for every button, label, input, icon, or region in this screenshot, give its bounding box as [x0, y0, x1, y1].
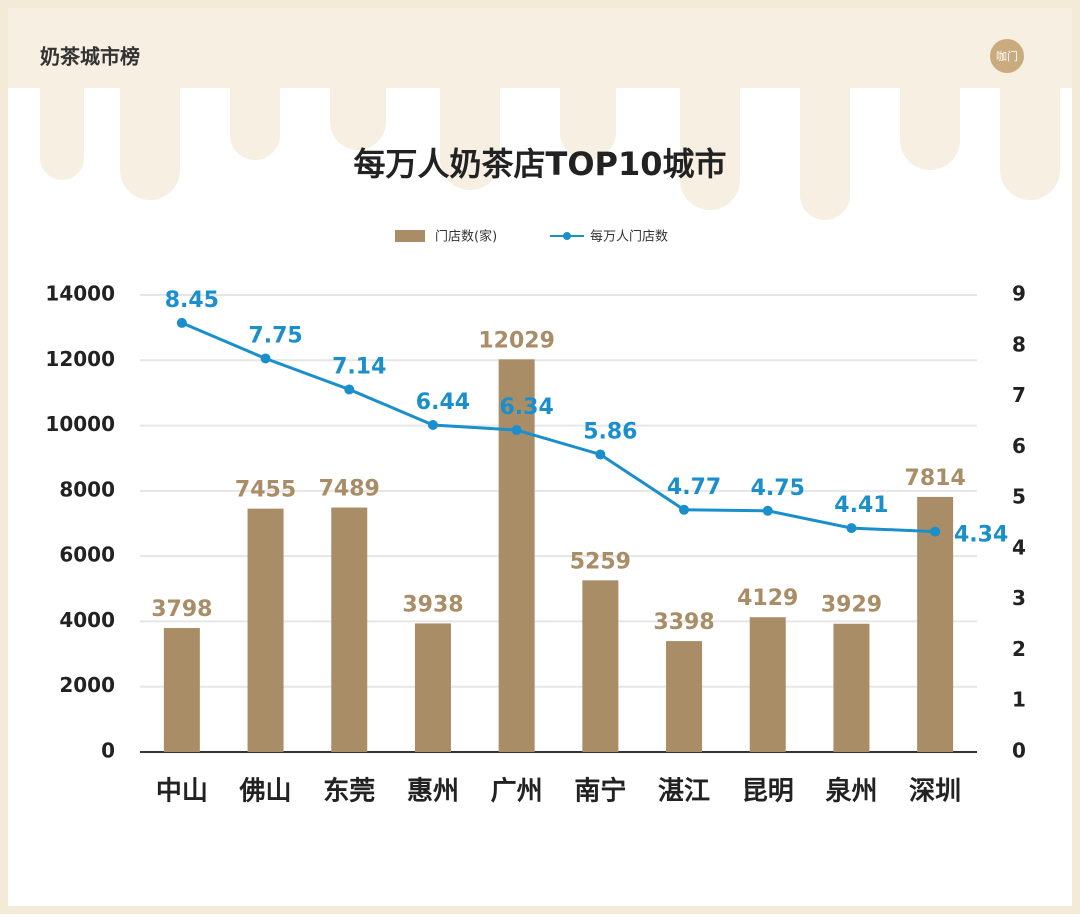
line-value-label: 6.44: [416, 390, 470, 415]
y2-tick-label: 3: [1012, 586, 1026, 610]
line-point: [846, 523, 857, 534]
bar-value-label: 7814: [905, 466, 966, 491]
y-tick-label: 0: [101, 739, 115, 763]
y2-tick-label: 2: [1012, 637, 1026, 661]
line-value-label: 7.14: [332, 354, 386, 379]
bar-value-label: 3929: [821, 593, 882, 618]
line-value-label: 4.77: [667, 475, 721, 500]
line-value-label: 8.45: [165, 288, 219, 313]
bar-value-label: 7489: [319, 477, 380, 502]
legend-swatch: [395, 230, 425, 242]
y2-tick-label: 7: [1012, 383, 1026, 407]
line-point: [176, 317, 187, 328]
x-tick-label: 泉州: [825, 776, 877, 807]
line-point: [595, 449, 606, 460]
bar-value-label: 5259: [570, 549, 631, 574]
y2-tick-label: 1: [1012, 688, 1026, 712]
bar-value-label: 3798: [151, 597, 212, 622]
bar: [833, 623, 870, 752]
y2-tick-label: 8: [1012, 332, 1026, 356]
panel: [8, 8, 1072, 906]
x-tick-label: 广州: [491, 777, 543, 807]
legend-label: 每万人门店数: [590, 229, 668, 245]
y2-tick-label: 6: [1012, 434, 1026, 458]
bar: [749, 617, 786, 752]
line-point: [427, 419, 438, 430]
line-point: [511, 425, 522, 436]
x-tick-label: 湛江: [658, 777, 710, 807]
x-tick-label: 东莞: [323, 776, 375, 807]
header-title: 奶茶城市榜: [40, 45, 140, 69]
x-tick-label: 深圳: [909, 777, 961, 807]
y-tick-label: 10000: [45, 412, 115, 436]
y2-tick-label: 4: [1012, 535, 1026, 559]
bar: [917, 496, 954, 752]
bar-value-label: 7455: [235, 478, 296, 503]
line: [181, 321, 936, 534]
bar: [498, 359, 535, 752]
bar-value-label: 3398: [653, 610, 714, 635]
line-value-label: 4.34: [954, 523, 1008, 548]
line-point: [260, 353, 271, 364]
bar: [414, 623, 451, 752]
line-point: [344, 384, 355, 395]
bar-value-label: 12029: [478, 328, 555, 353]
line-point: [679, 504, 690, 515]
y-tick-label: 6000: [59, 543, 115, 567]
y-tick-label: 8000: [59, 477, 115, 501]
x-tick-label: 南宁: [574, 776, 626, 807]
bar-value-label: 3938: [402, 592, 463, 617]
line-point: [930, 526, 941, 537]
y-tick-label: 2000: [59, 673, 115, 697]
line-value-label: 4.75: [751, 476, 805, 501]
bar: [247, 508, 284, 752]
legend-swatch: [563, 232, 571, 240]
y-tick-label: 14000: [45, 282, 115, 306]
logo: 咖门: [996, 49, 1018, 63]
logo-badge: [990, 39, 1024, 73]
y-tick-label: 4000: [59, 608, 115, 632]
legend-label: 门店数(家): [435, 229, 497, 245]
x-tick-label: 惠州: [407, 777, 459, 807]
bar-value-label: 4129: [737, 586, 798, 611]
chart-title: 每万人奶茶店TOP10城市: [353, 145, 726, 183]
line-value-label: 7.75: [248, 323, 302, 348]
x-tick-label: 昆明: [742, 777, 794, 807]
y-tick-label: 12000: [45, 347, 115, 371]
bar: [582, 580, 619, 752]
line-value-label: 6.34: [500, 395, 554, 420]
x-tick-label: 佛山: [239, 777, 292, 807]
x-tick-label: 中山: [156, 777, 208, 807]
bar: [666, 641, 703, 752]
y2-tick-label: 9: [1012, 282, 1026, 306]
y2-tick-label: 5: [1012, 485, 1026, 509]
bar: [331, 507, 368, 752]
bar: [163, 628, 200, 752]
drips: [8, 8, 1072, 220]
line-value-label: 4.41: [834, 493, 888, 518]
y2-tick-label: 0: [1012, 739, 1026, 763]
line-point: [762, 505, 773, 516]
line-value-label: 5.86: [583, 419, 637, 444]
